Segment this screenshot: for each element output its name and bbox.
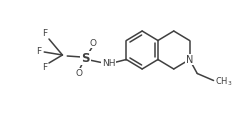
Text: N: N [186, 54, 193, 64]
Text: S: S [81, 52, 90, 64]
Text: NH: NH [102, 60, 115, 69]
Text: O: O [75, 69, 82, 77]
Text: F: F [36, 47, 41, 56]
Text: F: F [43, 63, 48, 72]
Text: CH$_3$: CH$_3$ [215, 75, 233, 88]
Text: O: O [90, 38, 97, 47]
Text: F: F [43, 30, 48, 38]
